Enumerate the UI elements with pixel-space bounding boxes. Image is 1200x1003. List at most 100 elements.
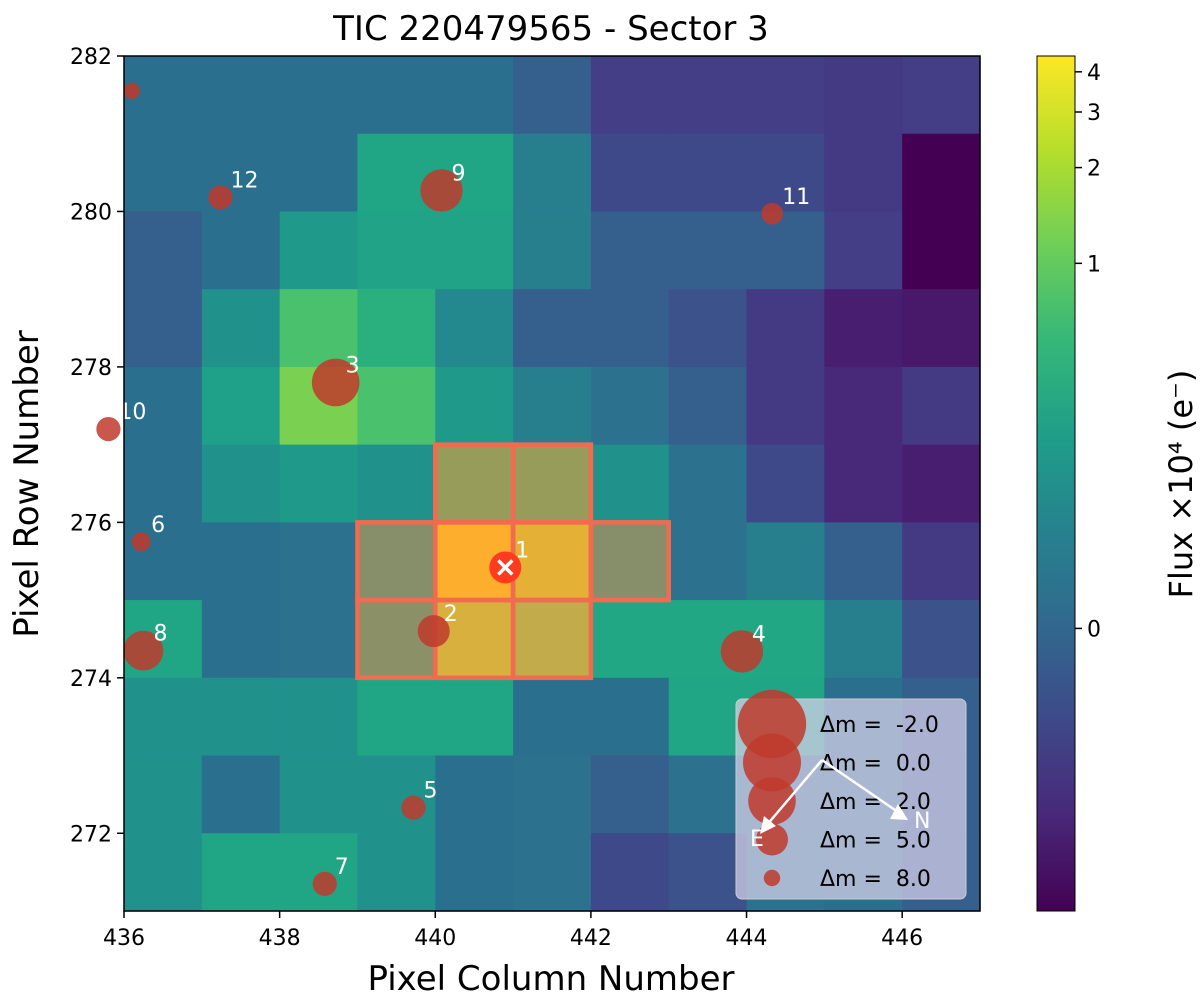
compass-north-label: N [914,809,930,834]
flux-pixel [824,366,903,446]
star-label: 5 [423,779,437,804]
flux-pixel [668,133,748,213]
target-label: 1 [515,538,529,563]
star-label: 12 [230,168,258,193]
flux-pixel [668,833,748,912]
plot-frame [123,55,981,912]
flux-pixel [357,211,436,290]
legend-marker [743,733,801,792]
flux-pixel [513,444,592,523]
flux-pixel [746,211,825,290]
star-marker [312,871,337,896]
legend-text: Δm = 0.0 [820,752,931,777]
flux-pixel [435,755,514,834]
flux-pixel [668,522,748,601]
star-label: 8 [153,622,167,647]
flux-pixel [201,444,281,523]
pixel-grid [124,56,981,912]
flux-pixel [279,677,359,757]
flux-pixel [435,289,514,368]
flux-pixel [279,833,359,912]
flux-pixel [746,56,825,135]
flux-pixel [201,56,281,135]
flux-pixel [824,600,903,679]
flux-pixel [124,289,203,368]
flux-pixel [746,600,825,679]
flux-pixel [279,522,359,601]
flux-pixel [824,444,903,523]
flux-pixel [513,289,592,368]
flux-pixel [513,56,592,135]
star-marker [420,169,463,212]
legend: Δm = -2.0 Δm = 0.0 Δm = 2.0 Δm = 5.0 Δm = 8.… [735,689,967,900]
aperture-pixel [588,520,671,603]
flux-pixel [668,211,748,290]
flux-pixel [279,755,359,834]
x-tick-label: 442 [570,926,612,951]
colorbar-tick-label: 3 [1087,101,1101,126]
flux-pixel [357,755,436,834]
star-marker [401,795,426,820]
flux-pixel [201,211,281,290]
legend-marker [748,777,796,825]
flux-pixel [124,366,203,446]
flux-pixel [279,289,359,368]
flux-pixel [124,444,203,523]
y-tick-label: 282 [70,45,112,70]
flux-pixel [590,366,670,446]
flux-pixel [590,56,670,135]
flux-pixel [357,522,436,601]
flux-pixel [668,366,748,446]
flux-pixel [824,211,903,290]
flux-pixel [668,444,748,523]
star-marker [311,358,360,407]
flux-pixel [279,211,359,290]
flux-pixel [668,56,748,135]
colorbar-label: Flux ×10⁴ (e⁻) [1162,370,1200,599]
flux-pixel [668,677,748,757]
target-star: 1 [489,538,529,584]
flux-pixel [513,522,592,601]
colorbar: 4 3 2 1 0 Flux ×10⁴ (e⁻) [1036,55,1200,912]
flux-pixel [435,833,514,912]
flux-pixel [513,366,592,446]
x-tick-label: 440 [414,926,456,951]
star-label: 11 [782,185,810,210]
x-tick-label: 438 [259,926,301,951]
colorbar-tick-label: 4 [1087,61,1101,86]
flux-pixel [279,133,359,213]
flux-pixel [357,833,436,912]
flux-pixel [513,755,592,834]
flux-pixel [513,211,592,290]
legend-text: Δm = 2.0 [820,790,931,815]
y-tick-label: 276 [70,511,112,536]
compass-east-arrow [765,759,823,827]
flux-pixel [279,444,359,523]
star-marker [131,532,151,552]
legend-marker [763,869,781,887]
colorbar-tick-label: 1 [1087,252,1101,277]
star-label: 4 [752,622,766,647]
star-marker [761,202,784,225]
flux-pixel [746,444,825,523]
flux-pixel [513,600,592,679]
star-label: 7 [335,855,349,880]
flux-pixel [435,211,514,290]
compass-east-arrowhead [760,816,776,834]
legend-text: Δm = 5.0 [820,829,931,854]
y-tick-label: 278 [70,356,112,381]
flux-pixel [279,56,359,135]
flux-pixel [124,833,203,912]
flux-pixel [590,133,670,213]
flux-pixel [201,289,281,368]
legend-text: Δm = 8.0 [820,867,931,892]
chart-title: TIC 220479565 - Sector 3 [332,9,769,49]
flux-pixel [590,522,670,601]
flux-pixel [435,444,514,523]
flux-pixel [435,600,514,679]
flux-pixel [746,366,825,446]
flux-pixel [902,211,981,290]
flux-pixel [357,444,436,523]
aperture-pixel [510,597,594,681]
flux-pixel [902,56,981,135]
